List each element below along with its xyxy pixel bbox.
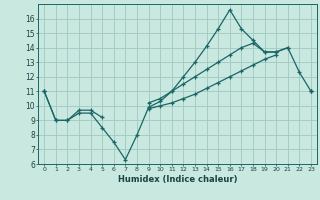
X-axis label: Humidex (Indice chaleur): Humidex (Indice chaleur) [118, 175, 237, 184]
